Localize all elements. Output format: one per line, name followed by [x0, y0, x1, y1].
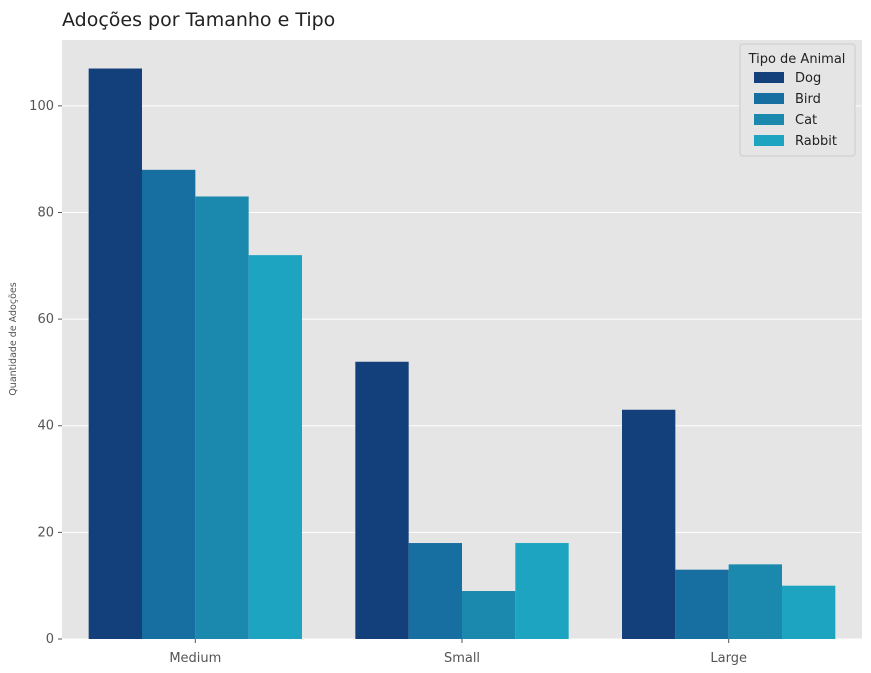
bar-dog-small: [355, 361, 409, 639]
y-axis-label: Quantidade de Adoções: [8, 282, 19, 395]
legend-items: Dog Bird Cat Rabbit: [754, 71, 837, 149]
y-ticks: 0 20 40 60 80 100: [29, 99, 62, 647]
legend-title: Tipo de Animal: [748, 52, 846, 67]
y-tick-label: 0: [46, 632, 54, 647]
bar-rabbit-large: [782, 585, 836, 639]
x-tick-label: Small: [444, 651, 480, 666]
legend: Tipo de Animal Dog Bird Cat Rabbit: [739, 43, 856, 157]
bar-cat-small: [462, 591, 516, 639]
y-tick-label: 60: [37, 312, 54, 327]
bar-rabbit-medium: [248, 255, 302, 639]
x-tick-label: Large: [710, 651, 747, 666]
legend-swatch-rabbit: [754, 135, 784, 146]
y-tick-label: 20: [37, 525, 54, 540]
bar-cat-large: [728, 564, 782, 639]
y-tick-label: 40: [37, 419, 54, 434]
legend-label-bird: Bird: [795, 92, 821, 107]
bar-dog-medium: [88, 68, 142, 640]
bar-bird-large: [675, 569, 729, 639]
legend-swatch-cat: [754, 114, 784, 125]
bar-dog-large: [622, 409, 676, 639]
bar-cat-medium: [195, 196, 249, 639]
x-ticks: Medium Small Large: [169, 639, 747, 666]
legend-label-rabbit: Rabbit: [795, 134, 837, 149]
y-tick-label: 80: [37, 205, 54, 220]
y-tick-label: 100: [29, 99, 54, 114]
legend-swatch-bird: [754, 93, 784, 104]
chart-title: Adoções por Tamanho e Tipo: [62, 9, 335, 31]
legend-swatch-dog: [754, 72, 784, 83]
legend-label-dog: Dog: [795, 71, 821, 86]
bars: [88, 68, 836, 640]
legend-label-cat: Cat: [795, 113, 817, 128]
bar-bird-medium: [142, 169, 196, 640]
bar-bird-small: [408, 543, 462, 639]
bar-rabbit-small: [515, 543, 569, 639]
x-tick-label: Medium: [169, 651, 221, 666]
